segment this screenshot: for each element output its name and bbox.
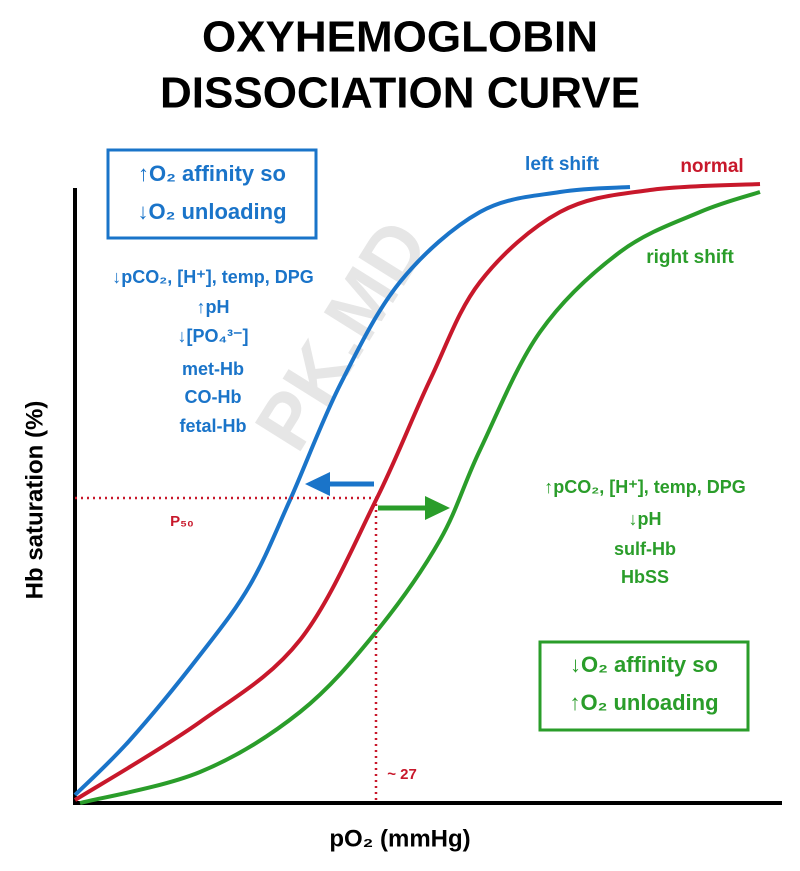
curve-label: right shift (646, 247, 734, 268)
cause: met-Hb (182, 359, 244, 379)
left-causes: ↓pCO₂, [H⁺], temp, DPG ↑pH ↓[PO₄³⁻] met-… (112, 267, 314, 436)
title: DISSOCIATION CURVE (160, 69, 640, 118)
cause: ↓pCO₂, [H⁺], temp, DPG (112, 267, 314, 287)
cause: sulf-Hb (614, 539, 676, 559)
cause: ↓[PO₄³⁻] (177, 326, 248, 346)
title: OXYHEMOGLOBIN (202, 13, 598, 62)
p50-value: ~ 27 (387, 766, 417, 783)
cause: HbSS (621, 567, 669, 587)
watermark: PK.MD (238, 205, 446, 465)
box (106, 148, 318, 240)
cause: CO-Hb (185, 387, 242, 407)
box-text: ↓O₂ unloading (137, 199, 286, 224)
right-shift-curve (79, 190, 761, 805)
left-shift-curve (73, 185, 631, 797)
cause: ↑pH (197, 297, 230, 317)
box-text: ↑O₂ unloading (569, 690, 718, 715)
curve-label: left shift (525, 154, 600, 175)
box (538, 640, 750, 732)
right-causes: ↑pCO₂, [H⁺], temp, DPG ↓pH sulf-Hb HbSS (544, 477, 746, 587)
x-axis-label: pO₂ (mmHg) (329, 825, 470, 852)
cause: ↑pCO₂, [H⁺], temp, DPG (544, 477, 746, 497)
normal-curve (73, 182, 761, 802)
box-text: ↑O₂ affinity so (138, 161, 286, 186)
box-text: ↓O₂ affinity so (570, 652, 718, 677)
p50-label: P₅₀ (170, 513, 194, 530)
cause: fetal-Hb (180, 416, 247, 436)
arrow-head (425, 496, 450, 520)
cause: ↓pH (629, 509, 662, 529)
curve-label: normal (680, 156, 743, 177)
y-axis-label: Hb saturation (%) (21, 401, 48, 600)
arrow-head (305, 472, 330, 496)
